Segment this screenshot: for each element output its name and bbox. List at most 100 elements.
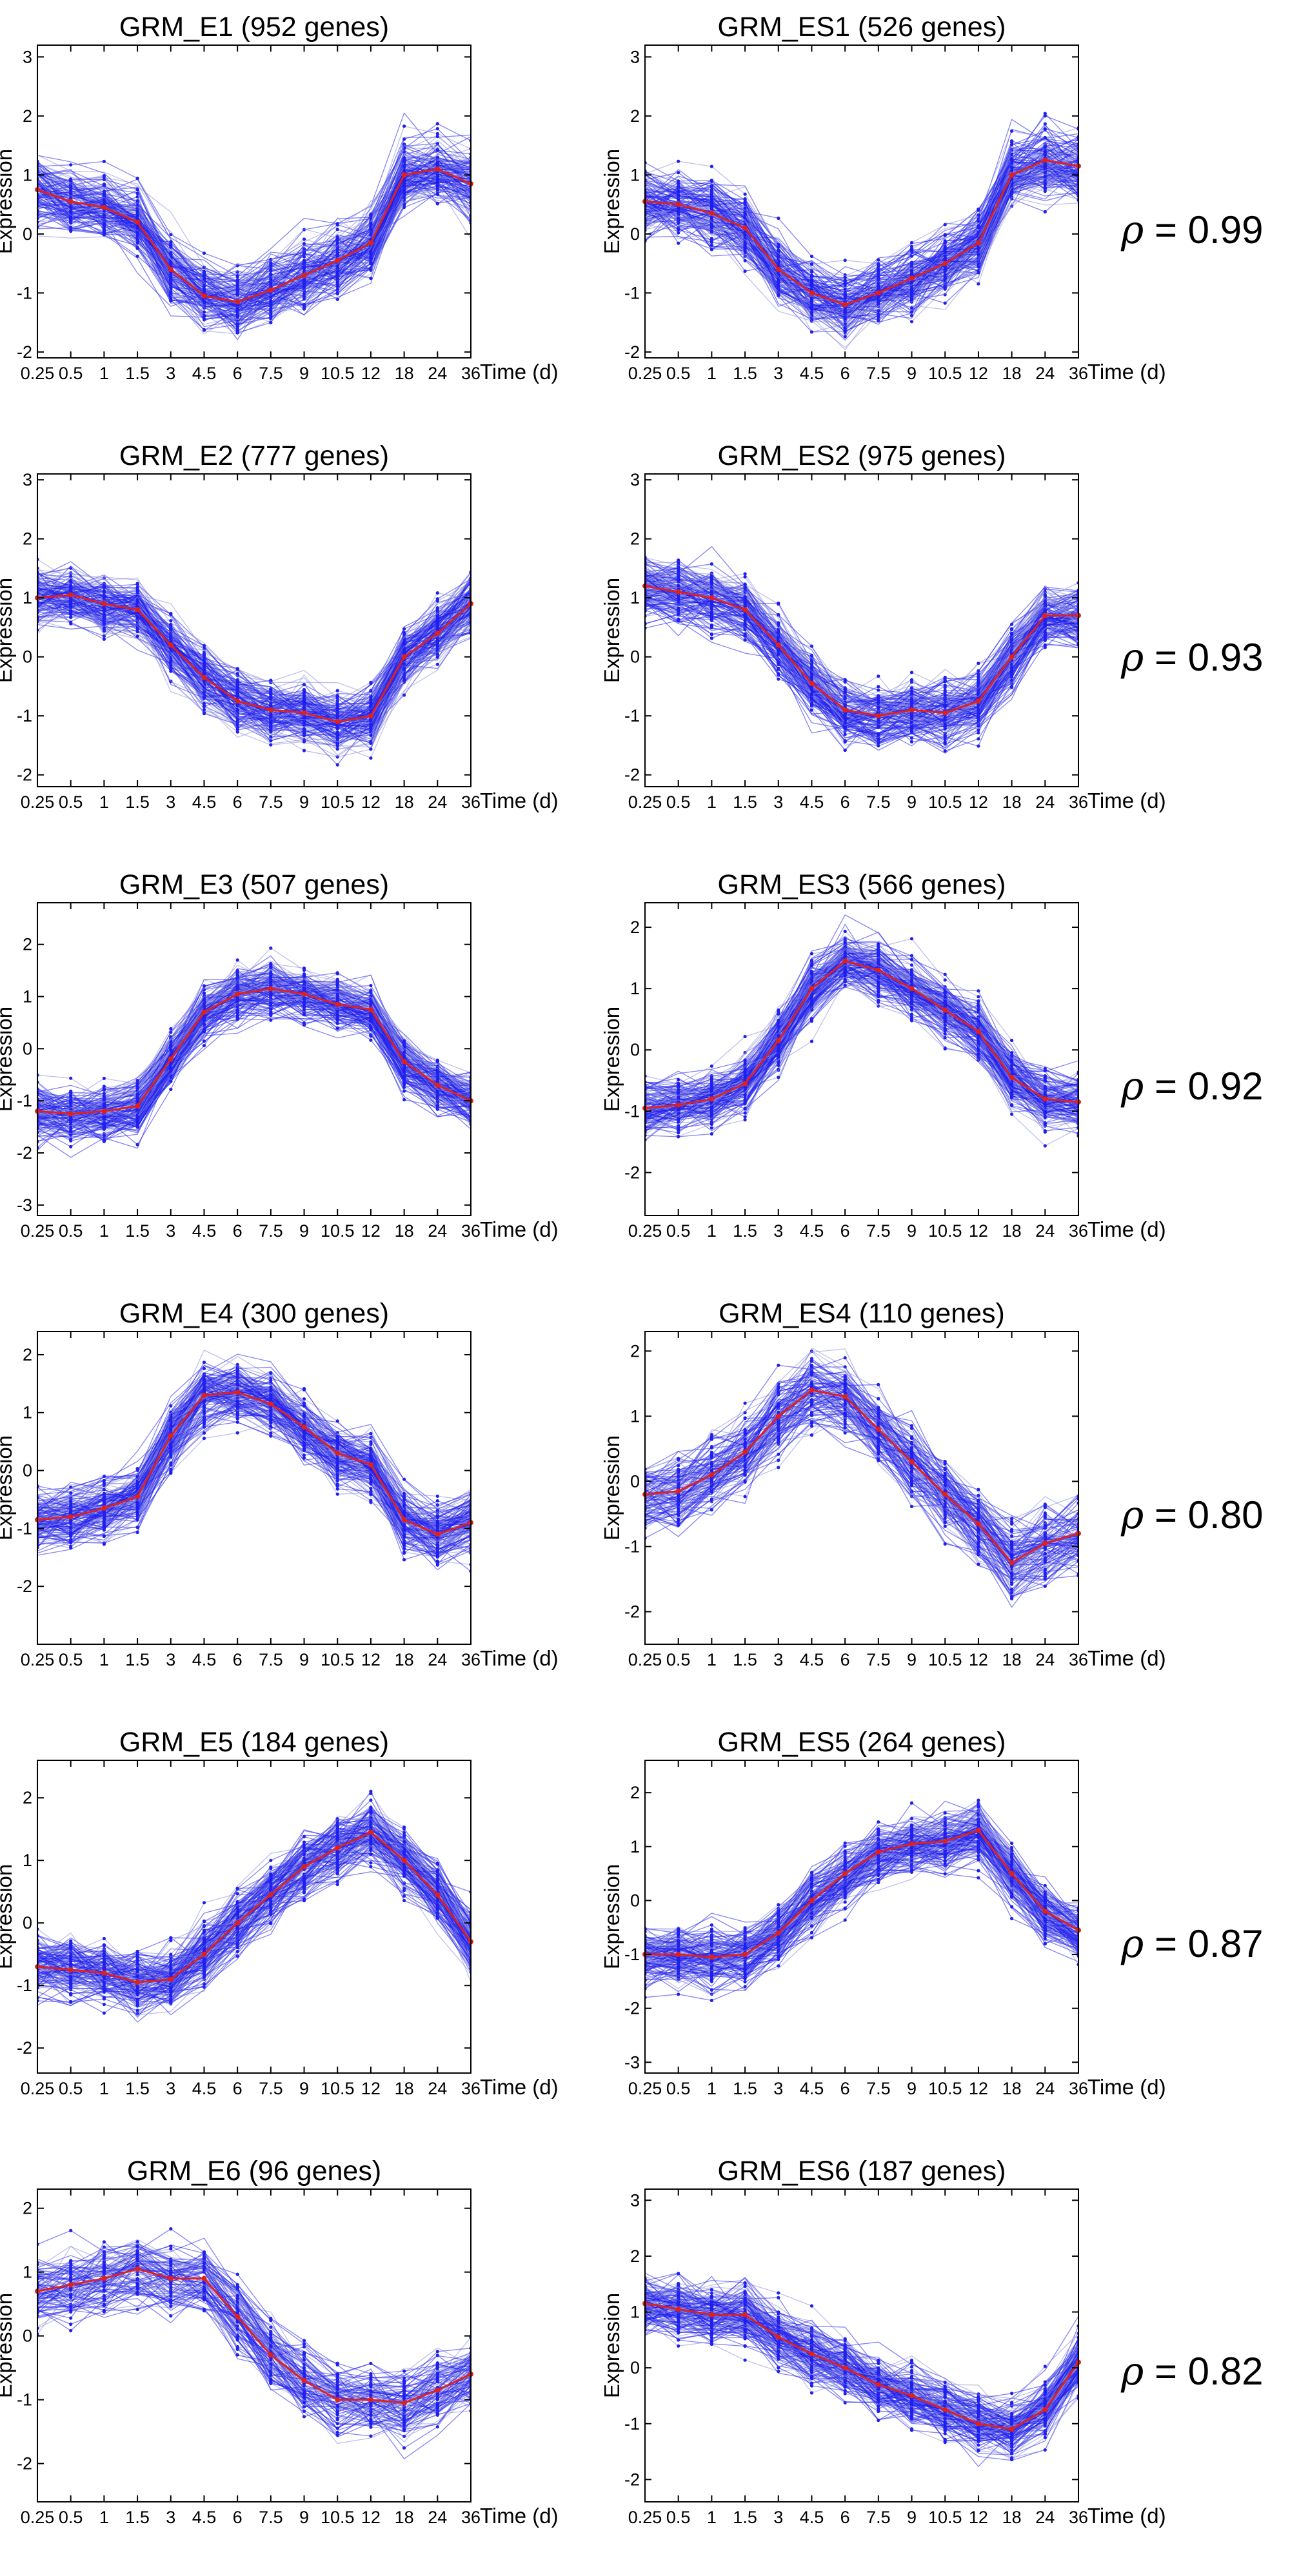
gene-point: [977, 282, 980, 286]
gene-point: [677, 584, 680, 587]
x-tick-label: 36: [1069, 792, 1088, 812]
gene-point: [677, 194, 680, 199]
x-tick-label: 0.5: [59, 792, 83, 812]
y-tick-label: -1: [17, 706, 32, 725]
gene-point: [909, 264, 914, 269]
mean-profile-point: [235, 299, 241, 305]
x-tick-label: 6: [840, 364, 850, 383]
gene-line: [37, 595, 471, 750]
y-axis-label: Expression: [0, 149, 16, 254]
gene-point: [435, 615, 439, 618]
x-tick-label: 10.5: [321, 792, 355, 812]
gene-point: [402, 195, 406, 200]
mean-profile-point: [909, 275, 915, 281]
mean-profile-line: [644, 585, 1078, 717]
chart-title: GRM_ES2 (975 genes): [718, 440, 1006, 471]
gene-trajectories: [37, 112, 471, 340]
mean-profile-point: [301, 710, 307, 716]
y-tick-label: 0: [630, 224, 640, 244]
gene-point: [135, 627, 139, 631]
gene-point: [677, 606, 680, 610]
gene-point: [169, 298, 173, 302]
gene-point: [843, 281, 847, 285]
gene-point: [335, 694, 339, 698]
gene-point: [843, 691, 847, 694]
gene-trajectories: [37, 946, 471, 1158]
x-tick-label: 18: [395, 364, 414, 383]
x-tick-label: 36: [461, 792, 481, 812]
x-axis-label: Time (d): [480, 360, 559, 384]
gene-point: [135, 589, 139, 593]
mean-profile-point: [201, 674, 207, 680]
gene-point: [1043, 127, 1047, 131]
gene-point: [809, 667, 814, 671]
gene-point: [710, 632, 713, 636]
x-tick-label: 10.5: [321, 364, 355, 383]
gene-point: [335, 251, 339, 255]
gene-line: [37, 152, 471, 290]
mean-profile-point: [435, 166, 441, 172]
gene-point: [710, 636, 713, 640]
gene-point: [435, 186, 439, 190]
gene-point: [402, 676, 406, 680]
y-tick-label: 2: [23, 529, 32, 549]
gene-point: [435, 142, 439, 146]
gene-point: [843, 748, 847, 752]
gene-point: [235, 280, 239, 284]
gene-point: [743, 212, 747, 216]
gene-point: [435, 148, 439, 152]
gene-point: [69, 228, 73, 231]
gene-point: [943, 742, 947, 746]
x-tick-label: 1.5: [733, 364, 757, 383]
gene-point: [677, 576, 680, 581]
gene-point: [777, 623, 780, 627]
gene-point: [977, 662, 980, 665]
gene-point: [943, 749, 947, 753]
x-tick-label: 1: [707, 364, 717, 383]
gene-point: [402, 124, 406, 128]
gene-point: [235, 678, 239, 682]
gene-point: [677, 598, 680, 602]
gene-point: [402, 647, 406, 651]
gene-point: [977, 225, 980, 229]
gene-point: [435, 597, 439, 601]
gene-point: [235, 719, 239, 723]
gene-point: [843, 291, 847, 295]
gene-point: [202, 310, 206, 314]
gene-point: [877, 737, 880, 741]
gene-line: [645, 137, 1078, 293]
gene-line: [645, 588, 1078, 749]
gene-point: [202, 251, 206, 255]
gene-line: [37, 180, 471, 320]
mean-profile-point: [809, 290, 815, 296]
gene-point: [710, 576, 713, 580]
gene-point: [69, 163, 73, 167]
chart-title: GRM_ES1 (526 genes): [718, 12, 1006, 43]
gene-point: [677, 159, 680, 163]
gene-point: [809, 270, 814, 274]
mean-profile-point: [335, 258, 341, 263]
plot-frame: [37, 473, 471, 787]
gene-point: [777, 677, 780, 681]
gene-point: [1010, 168, 1014, 173]
gene-point: [102, 177, 106, 181]
chart-title: GRM_E2 (777 genes): [119, 440, 389, 471]
gene-line: [37, 567, 471, 706]
gene-point: [202, 679, 206, 683]
gene-point: [743, 198, 747, 202]
gene-line: [645, 156, 1078, 351]
gene-point: [710, 206, 713, 210]
gene-line: [645, 563, 1078, 704]
gene-point: [777, 216, 780, 220]
gene-line: [645, 154, 1078, 316]
gene-point: [435, 155, 439, 159]
gene-line: [645, 571, 1078, 718]
gene-point: [710, 589, 713, 593]
x-tick-label: 4.5: [800, 364, 824, 383]
gene-point: [335, 699, 339, 703]
gene-point: [877, 674, 880, 678]
x-tick-label: 0.5: [666, 792, 691, 812]
gene-point: [1043, 609, 1047, 613]
gene-trajectories: [37, 557, 471, 767]
mean-profile-point: [809, 680, 815, 686]
